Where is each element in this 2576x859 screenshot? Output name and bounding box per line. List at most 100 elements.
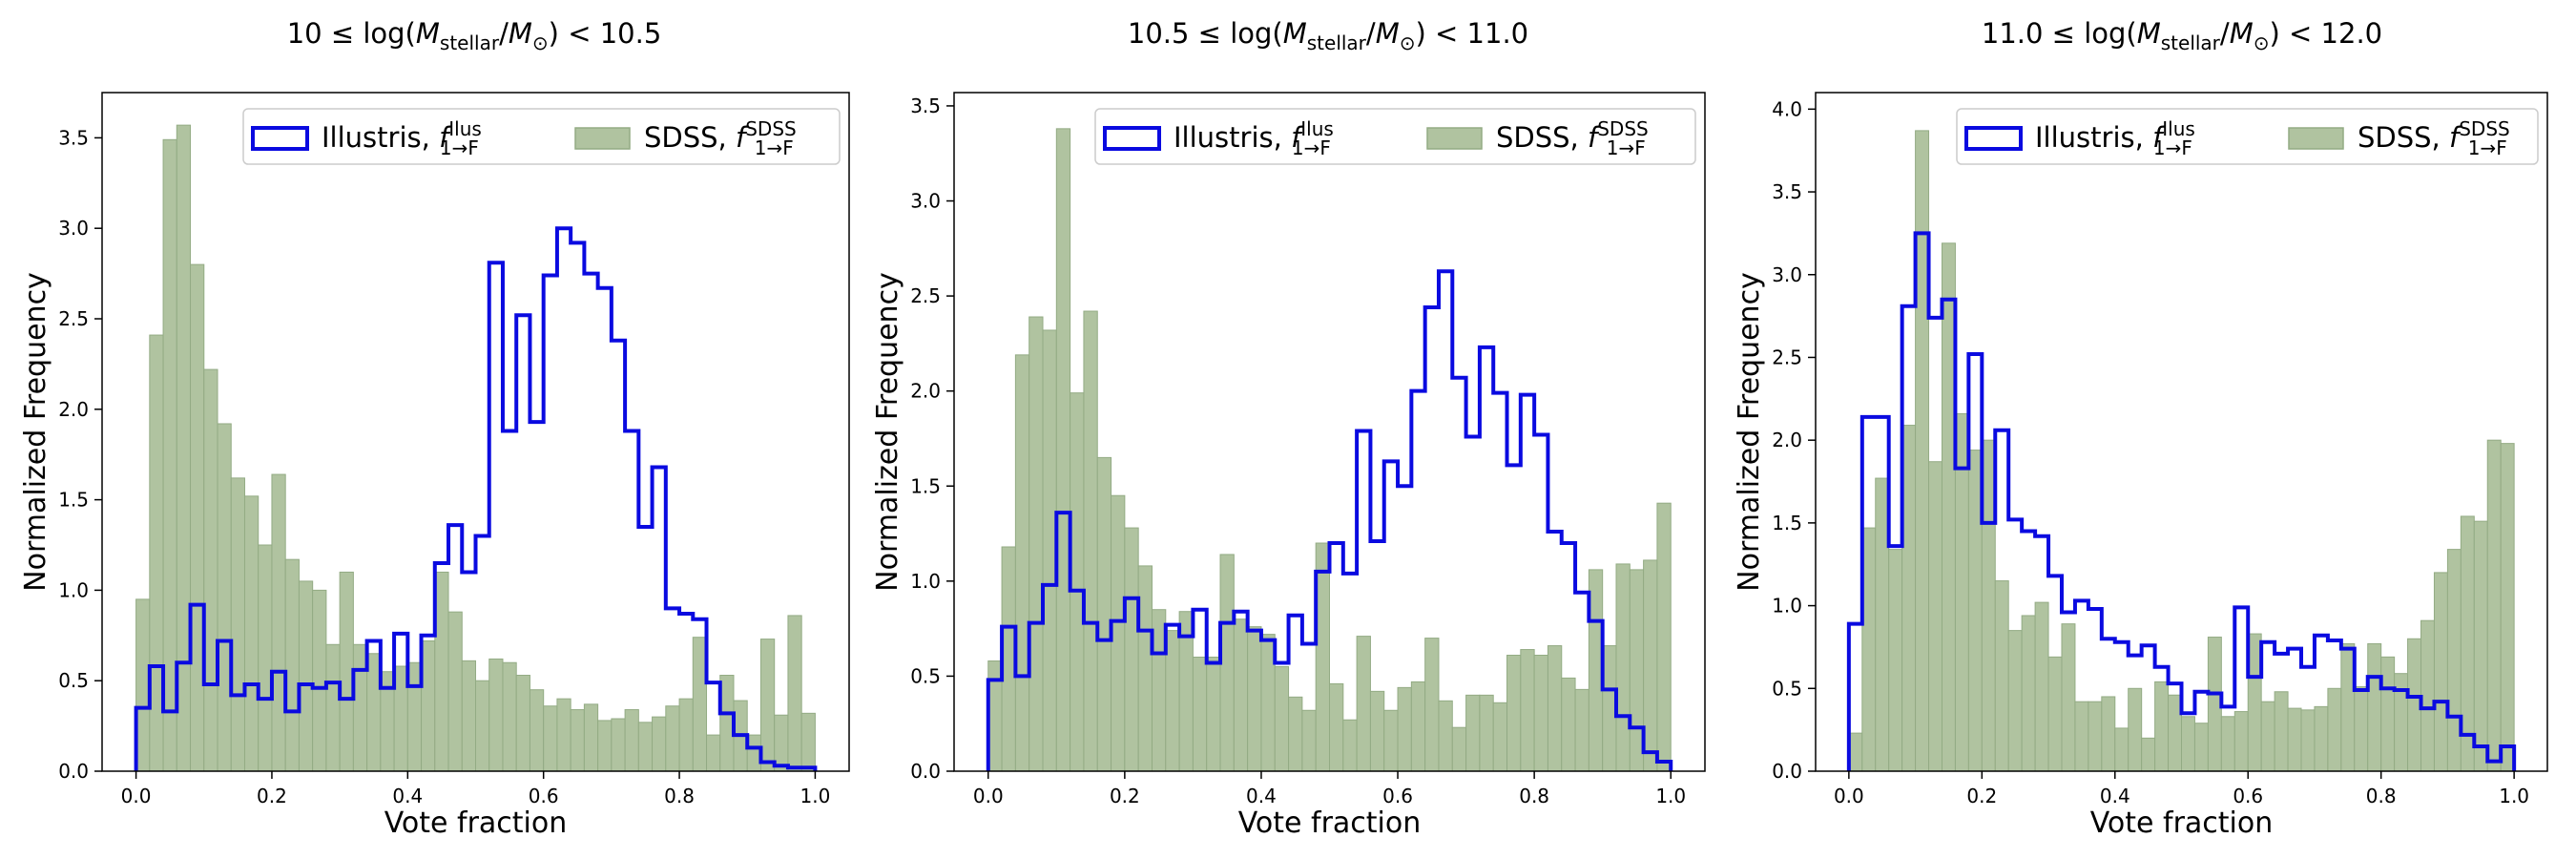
sdss-bar — [2260, 701, 2275, 772]
sdss-bar — [339, 571, 354, 772]
sdss-histogram — [987, 128, 1672, 772]
y-tick-label: 0.0 — [910, 760, 941, 783]
legend-box — [242, 108, 841, 165]
sdss-bar — [1888, 549, 1903, 772]
sdss-bar — [2473, 520, 2488, 772]
x-tick-label: 0.4 — [1246, 785, 1277, 807]
sdss-bar — [2007, 630, 2023, 772]
sdss-bar — [475, 680, 490, 772]
y-tick-label: 1.0 — [58, 578, 89, 601]
sdss-bar — [366, 653, 382, 772]
sdss-bar — [1288, 696, 1303, 772]
y-tick-label: 3.5 — [1772, 180, 1802, 203]
sdss-bar — [162, 138, 177, 772]
sdss-bar — [2233, 711, 2249, 772]
sdss-bar — [1479, 694, 1494, 772]
sdss-bar — [135, 598, 151, 772]
sdss-bar — [1915, 130, 1930, 772]
y-tick-label: 2.0 — [58, 398, 89, 421]
legend: Illustris, fIlus 1→F SDSS, fSDSS 1→F — [242, 108, 841, 165]
sdss-bar — [488, 658, 504, 772]
legend: Illustris, fIlus 1→F SDSS, fSDSS 1→F — [1094, 108, 1696, 165]
y-axis-label: Normalized Frequency — [19, 272, 52, 592]
sdss-bar — [2061, 623, 2076, 772]
x-tick-label: 0.8 — [1519, 785, 1549, 807]
sdss-bar — [1629, 569, 1645, 772]
sdss-bar — [1451, 726, 1467, 772]
sdss-bar — [421, 639, 436, 772]
sdss-bar — [2247, 633, 2262, 772]
sdss-bar — [2287, 707, 2302, 772]
sdss-histogram — [135, 124, 816, 772]
x-tick-label: 0.8 — [2366, 785, 2397, 807]
sdss-bar — [2433, 572, 2448, 772]
sdss-bar — [1356, 636, 1371, 772]
sdss-bar — [1574, 688, 1589, 772]
sdss-bar — [2446, 549, 2462, 772]
sdss-legend-label: SDSS, fSDSS 1→F — [1496, 117, 1649, 159]
illustris-legend-label: Illustris, fIlus 1→F — [322, 117, 482, 159]
panel-title: 10.5 ≤ log(Mstellar/M⊙) < 11.0 — [1128, 17, 1528, 54]
sdss-bar — [258, 544, 273, 772]
sdss-bar — [2207, 637, 2222, 772]
sdss-bar — [1994, 580, 2009, 772]
sdss-bar — [447, 611, 463, 772]
sdss-bar — [2168, 694, 2183, 772]
y-tick-label: 1.0 — [910, 570, 941, 593]
illustris-legend-swatch — [1964, 126, 2023, 151]
y-axis-label: Normalized Frequency — [871, 272, 904, 592]
sdss-bar — [2500, 443, 2515, 772]
x-axis-label: Vote fraction — [1238, 807, 1422, 840]
sdss-bar — [190, 263, 205, 772]
sdss-bar — [1981, 439, 1996, 772]
sdss-bar — [461, 660, 477, 772]
sdss-bar — [678, 698, 694, 772]
sdss-bar — [1329, 682, 1344, 772]
y-tick-label: 0.0 — [58, 760, 89, 783]
sdss-bar — [1028, 316, 1044, 772]
sdss-bar — [692, 637, 708, 772]
sdss-bar — [1533, 655, 1548, 772]
sdss-bar — [2380, 656, 2396, 772]
sdss-bar — [624, 709, 639, 772]
sdss-histogram — [1848, 130, 2515, 772]
sdss-bar — [217, 423, 232, 772]
x-tick-label: 0.4 — [392, 785, 423, 807]
sdss-bar — [1165, 630, 1180, 772]
panel-3: 0.0 0.2 0.4 0.6 0.8 1.0 0.0 0.5 1.0 1.5 2.0 2.5 3.0 3… — [1733, 17, 2548, 840]
x-tick-label: 1.0 — [2499, 785, 2529, 807]
sdss-bar — [1001, 546, 1016, 772]
panel-2: 0.0 0.2 0.4 0.6 0.8 1.0 0.0 0.5 1.0 1.5 2.0 2.5 3.0 3… — [871, 17, 1706, 840]
sdss-bar — [759, 639, 776, 772]
sdss-bar — [1643, 559, 1658, 772]
x-tick-label: 0.4 — [2100, 785, 2130, 807]
sdss-bar — [1465, 694, 1481, 772]
sdss-bar — [1124, 527, 1139, 772]
sdss-bar — [1096, 456, 1112, 772]
panel-title: 10 ≤ log(Mstellar/M⊙) < 10.5 — [287, 17, 662, 54]
sdss-bar — [352, 643, 368, 772]
sdss-bar — [597, 720, 613, 772]
sdss-bar — [1967, 450, 1983, 772]
sdss-bar — [1547, 645, 1563, 772]
illustris-step-line — [1846, 231, 2517, 771]
panel-1: 0.0 0.2 0.4 0.6 0.8 1.0 0.0 0.5 1.0 1.5 2.0 2.5 3.0 3… — [19, 17, 850, 840]
sdss-bar — [2021, 615, 2036, 772]
x-tick-label: 0.0 — [1834, 785, 1864, 807]
sdss-legend-label: SDSS, fSDSS 1→F — [644, 117, 797, 159]
y-tick-label: 2.5 — [58, 307, 89, 330]
y-tick-label: 3.0 — [1772, 263, 1802, 286]
sdss-bar — [2314, 705, 2329, 772]
sdss-bar — [2407, 638, 2422, 772]
x-axis-label: Vote fraction — [384, 807, 568, 840]
sdss-bar — [2420, 619, 2435, 772]
sdss-bar — [1492, 702, 1508, 772]
sdss-bar — [2154, 681, 2170, 772]
sdss-bar — [1615, 563, 1631, 772]
sdss-bar — [1014, 354, 1030, 772]
sdss-bar — [1192, 657, 1208, 772]
sdss-bar — [1656, 502, 1672, 772]
sdss-bar — [1055, 128, 1071, 772]
sdss-bar — [2300, 709, 2316, 772]
